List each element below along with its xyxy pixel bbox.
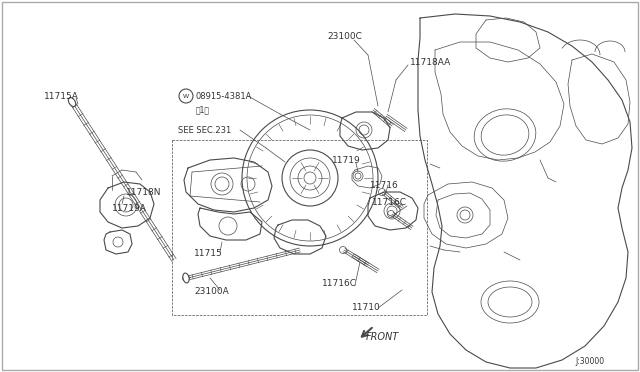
Text: 08915-4381A: 08915-4381A bbox=[196, 92, 252, 100]
Ellipse shape bbox=[68, 97, 76, 106]
Text: 11710: 11710 bbox=[352, 304, 381, 312]
Text: 11716: 11716 bbox=[370, 180, 399, 189]
Text: 11718AA: 11718AA bbox=[410, 58, 451, 67]
Text: 〈1〉: 〈1〉 bbox=[196, 106, 210, 115]
Text: J:30000: J:30000 bbox=[575, 357, 604, 366]
Ellipse shape bbox=[183, 273, 189, 283]
Text: 11715A: 11715A bbox=[44, 92, 79, 100]
Text: 11719: 11719 bbox=[332, 155, 361, 164]
Text: 11719A: 11719A bbox=[112, 203, 147, 212]
Text: W: W bbox=[183, 93, 189, 99]
Text: SEE SEC.231: SEE SEC.231 bbox=[178, 125, 231, 135]
Bar bbox=[172, 140, 427, 315]
Text: 23100A: 23100A bbox=[194, 288, 228, 296]
Text: FRONT: FRONT bbox=[366, 332, 399, 342]
Text: 11718N: 11718N bbox=[126, 187, 161, 196]
Text: 23100C: 23100C bbox=[327, 32, 362, 41]
Text: 11716C: 11716C bbox=[372, 198, 407, 206]
Text: 11716C: 11716C bbox=[322, 279, 357, 289]
Text: 11715: 11715 bbox=[194, 250, 223, 259]
